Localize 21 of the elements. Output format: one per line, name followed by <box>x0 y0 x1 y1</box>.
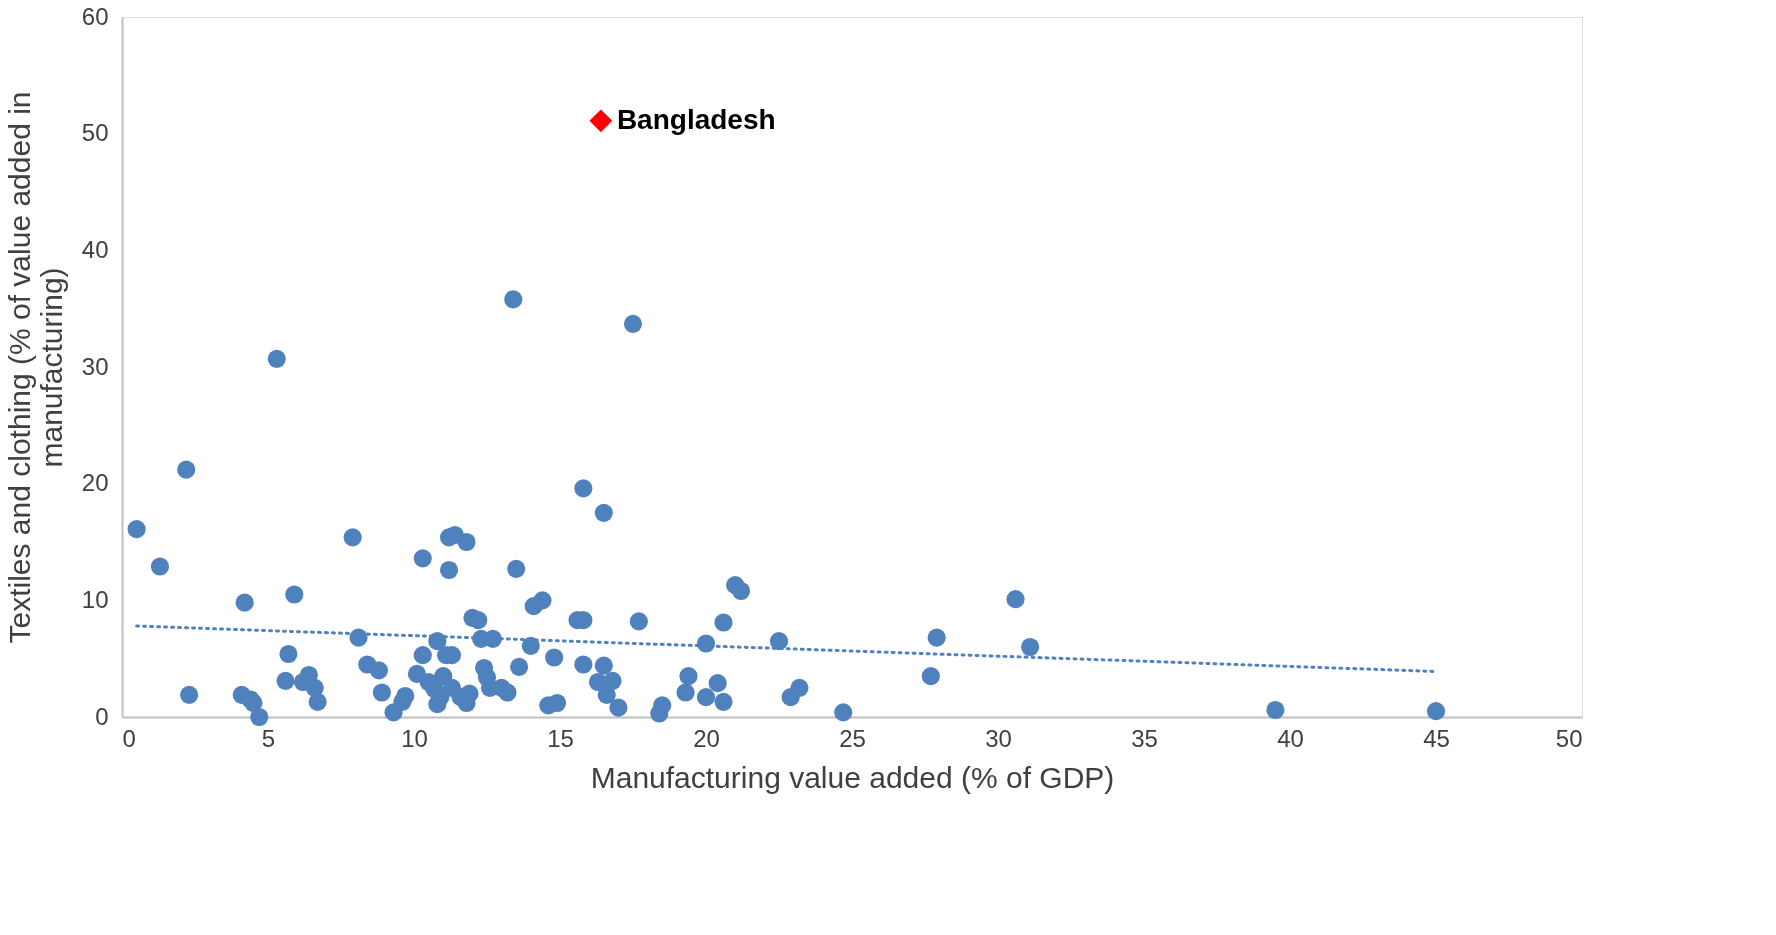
x-tick-label: 5 <box>261 724 276 752</box>
y-tick-label: 0 <box>95 702 109 730</box>
x-tick-label: 20 <box>693 724 720 752</box>
y-tick-label: 20 <box>81 469 109 497</box>
x-tick-label: 40 <box>1277 724 1304 752</box>
y-tick-label: 60 <box>81 2 109 30</box>
series-label: Bangladesh <box>616 103 776 135</box>
x-tick-label: 30 <box>985 724 1012 752</box>
y-tick-label: 40 <box>81 235 109 263</box>
y-tick-label: 30 <box>81 352 109 380</box>
y-tick-label: 50 <box>81 119 109 147</box>
x-tick-label: 45 <box>1423 724 1450 752</box>
y-axis-title: Textiles and clothing (% of value added in manufacturing) <box>2 91 68 644</box>
y-tick-label: 10 <box>81 585 109 613</box>
x-axis-title: Manufacturing value added (% of GDP) <box>590 760 1115 794</box>
x-tick-label: 50 <box>1555 724 1583 752</box>
x-tick-label: 15 <box>547 724 574 752</box>
x-tick-label: 35 <box>1131 724 1158 752</box>
x-tick-label: 25 <box>839 724 866 752</box>
x-tick-label: 10 <box>401 724 428 752</box>
x-tick-label: 0 <box>122 724 136 752</box>
